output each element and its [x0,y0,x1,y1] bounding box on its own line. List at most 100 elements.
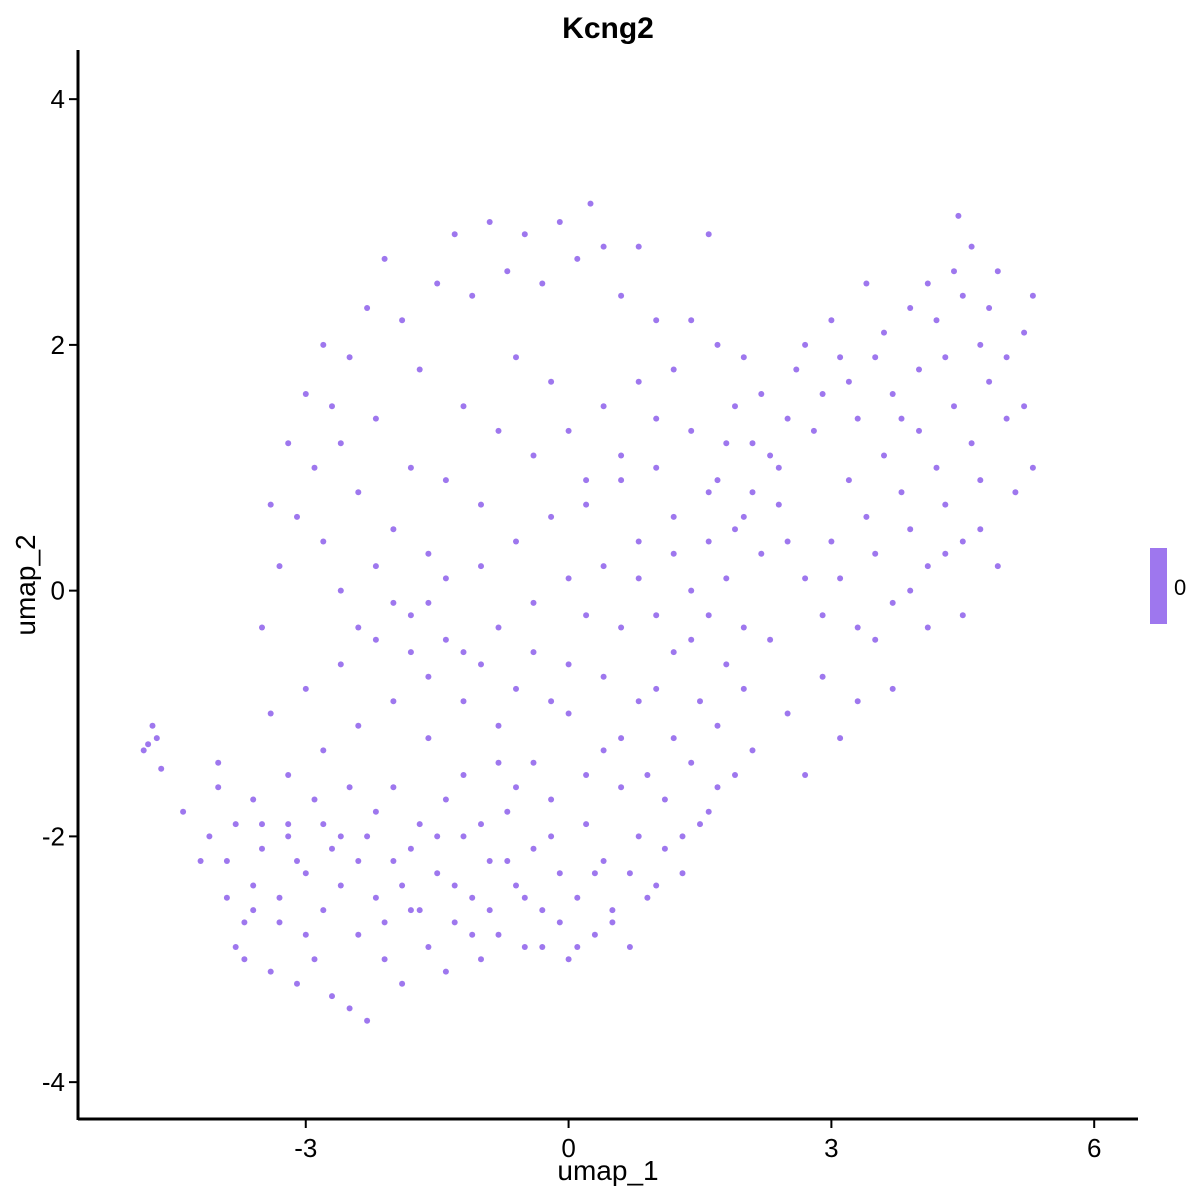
data-point [951,403,957,410]
data-point [355,931,362,938]
data-point [407,907,414,914]
data-point [320,341,327,348]
data-point [241,919,248,926]
data-point [311,956,318,963]
data-point [495,759,502,766]
data-point [714,722,721,729]
data-point [802,341,809,348]
data-point [250,796,257,803]
data-point [697,698,703,705]
data-point [355,489,362,496]
data-point [320,907,327,914]
data-point [548,796,555,803]
data-point [802,772,809,778]
data-point [933,317,940,324]
data-point [390,698,397,705]
data-point [600,673,607,680]
data-point [732,526,738,533]
data-point [653,882,660,889]
data-point [758,391,765,397]
data-point [381,255,388,262]
data-point [329,993,335,1000]
x-tick-label: -3 [294,1133,317,1163]
data-point [469,931,476,938]
data-point [959,292,966,299]
data-point [959,538,966,545]
data-point [924,624,931,631]
x-tick-label: 6 [1087,1133,1101,1163]
data-point [889,391,896,397]
y-tick-label: -2 [42,821,65,851]
data-point [924,563,931,570]
data-point [495,624,502,631]
data-point [916,427,922,434]
data-point [775,501,782,508]
data-point [898,489,905,496]
data-point [854,698,861,705]
data-point [968,440,975,447]
data-point [320,538,327,545]
data-point [618,735,625,742]
data-point [434,870,441,877]
data-point [355,722,362,729]
data-point [311,796,318,803]
data-point [504,808,511,815]
data-point [635,575,642,582]
data-point [548,378,555,385]
data-point [250,907,257,914]
data-point [372,415,379,422]
data-point [372,808,379,815]
data-point [644,894,651,901]
data-point [416,907,423,914]
data-point [311,464,318,471]
x-tick-label: 3 [824,1133,838,1163]
data-point [740,513,747,520]
data-point [705,231,712,238]
data-point [574,944,581,950]
data-point [521,894,528,901]
data-point [355,858,362,864]
data-point [425,944,432,950]
data-point [749,747,756,754]
data-point [618,624,625,631]
data-point [407,649,414,656]
data-point [513,882,519,889]
data-point [302,391,309,397]
data-point [942,550,949,557]
data-point [197,858,204,864]
data-point [872,636,879,643]
data-point [583,821,590,828]
data-point [1021,329,1028,336]
data-point [618,784,625,791]
data-point [740,685,747,692]
data-point [285,821,292,828]
data-point [714,341,721,348]
data-point [653,415,660,422]
data-point [513,538,519,545]
data-point [285,833,292,840]
data-point [337,587,344,594]
data-point [723,440,730,447]
data-point [670,649,677,656]
data-point [539,907,546,914]
data-point [232,821,239,828]
data-point [521,944,528,950]
data-point [705,538,712,545]
data-point [250,882,257,889]
data-point [775,464,782,471]
data-point [723,661,730,668]
data-point [1003,415,1010,422]
data-point [802,575,809,582]
data-point [548,698,555,705]
data-point [302,931,309,938]
data-point [705,808,712,815]
data-point [600,243,607,250]
data-point [285,772,292,778]
data-point [705,612,712,619]
data-point [530,599,537,606]
data-point [714,784,721,791]
data-point [539,944,546,950]
data-point [530,845,537,852]
data-point [635,833,642,840]
